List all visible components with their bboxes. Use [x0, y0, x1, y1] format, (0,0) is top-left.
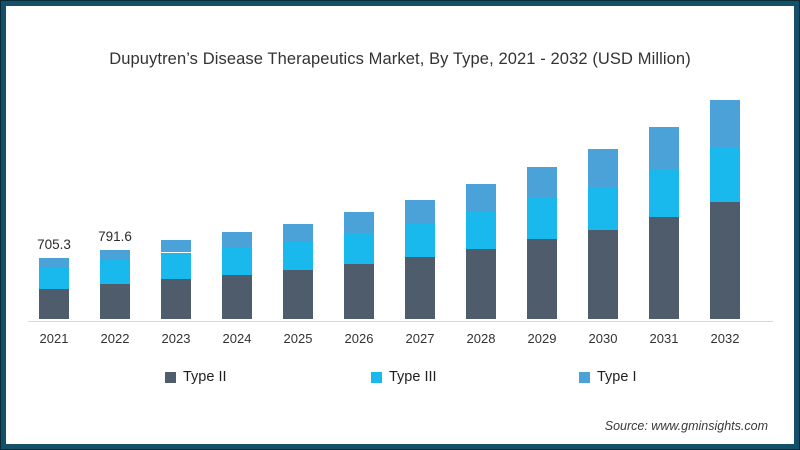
bar-segment-type-ii-2026 — [344, 263, 374, 319]
bar-segment-type-i-2029 — [527, 166, 557, 199]
bar-segment-type-i-2026 — [344, 211, 374, 234]
plot-area: 2021 705.3 2022 791.6 2023 2024 2025 2026 2027 20… — [6, 6, 794, 444]
bar-segment-type-ii-2022 — [100, 284, 130, 319]
x-axis-label-2023: 2023 — [161, 331, 191, 346]
x-axis-label-2030: 2030 — [588, 331, 618, 346]
bar-segment-type-i-2022 — [100, 250, 130, 261]
x-axis-label-2021: 2021 — [39, 331, 69, 346]
x-axis-label-2029: 2029 — [527, 331, 557, 346]
legend-item-type-iii: Type III — [371, 369, 437, 385]
bar-segment-type-i-2028 — [466, 183, 496, 212]
bar-segment-type-i-2031 — [649, 126, 679, 169]
bar-segment-type-ii-2024 — [222, 275, 252, 319]
bar-segment-type-iii-2024 — [222, 247, 252, 275]
x-axis-line — [28, 321, 773, 322]
x-axis-label-2022: 2022 — [100, 331, 130, 346]
bar-segment-type-ii-2027 — [405, 257, 435, 319]
legend: Type II Type III Type I — [6, 6, 794, 444]
x-axis-label-2024: 2024 — [222, 331, 252, 346]
bar-segment-type-iii-2021 — [39, 268, 69, 290]
bar-segment-type-iii-2027 — [405, 224, 435, 258]
legend-label: Type II — [183, 369, 227, 385]
bar-segment-type-iii-2023 — [161, 252, 191, 280]
x-axis-label-2026: 2026 — [344, 331, 374, 346]
bar-segment-type-ii-2029 — [527, 239, 557, 319]
legend-swatch-icon — [165, 371, 176, 383]
bar-segment-type-ii-2023 — [161, 279, 191, 319]
bar-segment-type-i-2030 — [588, 149, 618, 187]
legend-label: Type III — [389, 369, 437, 385]
data-label-2021: 705.3 — [37, 236, 71, 252]
bar-segment-type-i-2024 — [222, 231, 252, 248]
bar-segment-type-iii-2029 — [527, 198, 557, 240]
bar-segment-type-i-2032 — [710, 99, 740, 147]
bar-segment-type-ii-2030 — [588, 229, 618, 319]
bar-segment-type-ii-2031 — [649, 217, 679, 319]
legend-item-type-ii: Type II — [165, 369, 227, 385]
chart-title: Dupuytren’s Disease Therapeutics Market,… — [109, 50, 691, 68]
bar-segment-type-ii-2021 — [39, 289, 69, 319]
bar-segment-type-i-2023 — [161, 240, 191, 253]
x-axis-label-2028: 2028 — [466, 331, 496, 346]
bar-segment-type-ii-2025 — [283, 270, 313, 319]
source-attribution: Source: www.gminsights.com — [604, 419, 768, 433]
bar-segment-type-iii-2031 — [649, 168, 679, 218]
legend-swatch-icon — [579, 371, 590, 383]
bar-segment-type-ii-2028 — [466, 249, 496, 319]
legend-label: Type I — [597, 369, 637, 385]
legend-item-type-i: Type I — [579, 369, 637, 385]
bar-segment-type-ii-2032 — [710, 202, 740, 319]
bar-segment-type-i-2021 — [39, 257, 69, 269]
bar-segment-type-iii-2030 — [588, 186, 618, 230]
bar-segment-type-iii-2026 — [344, 233, 374, 264]
legend-swatch-icon — [371, 371, 382, 383]
bar-segment-type-iii-2032 — [710, 146, 740, 203]
bar-segment-type-iii-2025 — [283, 241, 313, 271]
bar-segment-type-iii-2022 — [100, 260, 130, 285]
data-label-2022: 791.6 — [98, 229, 132, 245]
bar-segment-type-iii-2028 — [466, 211, 496, 250]
x-axis-label-2032: 2032 — [710, 331, 740, 346]
bar-segment-type-i-2027 — [405, 199, 435, 224]
x-axis-label-2031: 2031 — [649, 331, 679, 346]
x-axis-label-2027: 2027 — [405, 331, 435, 346]
bar-segment-type-i-2025 — [283, 223, 313, 242]
x-axis-label-2025: 2025 — [283, 331, 313, 346]
